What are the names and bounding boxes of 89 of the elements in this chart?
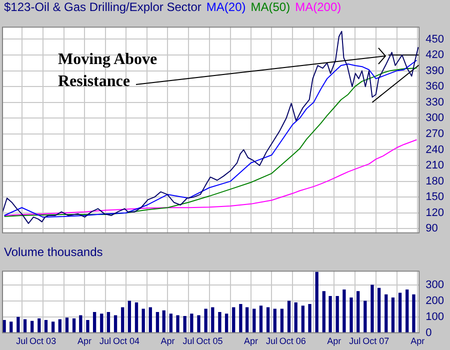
bar [245, 307, 249, 334]
text: MA(200) [295, 0, 342, 14]
bar [23, 319, 27, 334]
bar [162, 310, 166, 334]
bar [301, 306, 305, 334]
x-tick-label: Apr [78, 336, 92, 346]
bar [342, 290, 346, 334]
bar [218, 312, 222, 334]
bar [86, 320, 90, 334]
x-tick-label: Apr [410, 336, 425, 346]
x-tick-label: Jul [266, 336, 278, 346]
bar [266, 307, 270, 334]
bar [204, 308, 208, 334]
chart-title: Volume thousands [4, 245, 103, 259]
bar [100, 314, 104, 334]
bar [79, 315, 82, 334]
bar [16, 316, 20, 334]
x-tick-label: Apr [327, 336, 342, 346]
y-tick-label: 210 [426, 160, 444, 172]
bar [273, 308, 276, 334]
x-tick-label: Apr [244, 336, 258, 346]
bar [232, 307, 236, 334]
y-tick-label: 120 [426, 206, 444, 219]
bar [156, 312, 160, 334]
bar [412, 294, 416, 334]
bar [148, 307, 152, 334]
annotation: Moving Above Resistance [58, 50, 158, 92]
bar [350, 298, 353, 334]
bar [406, 290, 409, 334]
y-tick-label: 300 [426, 279, 444, 292]
bar [315, 272, 318, 334]
bar [211, 307, 214, 334]
y-tick-label: 0 [426, 327, 432, 340]
bar [121, 307, 124, 334]
bar [106, 312, 110, 334]
bar [398, 292, 402, 334]
text: MA(20) [206, 0, 246, 14]
y-tick-label: 90 [426, 222, 438, 235]
bar [224, 314, 228, 334]
bar [239, 304, 242, 334]
y-tick-label: 150 [426, 191, 444, 204]
bar [384, 294, 388, 334]
y-tick-label: 390 [426, 64, 444, 77]
bar [259, 306, 263, 334]
bar [364, 300, 367, 334]
y-tick-label: 420 [426, 49, 444, 62]
bar [58, 319, 62, 334]
y-tick-label: 100 [426, 311, 444, 324]
text: MA(50) [250, 0, 290, 14]
bar [308, 304, 312, 334]
bar [391, 298, 395, 334]
bar [114, 315, 118, 334]
y-tick-label: 450 [426, 33, 444, 46]
y-tick-label: 270 [426, 128, 444, 140]
x-tick-label: Jul [16, 336, 28, 346]
bar [336, 296, 339, 334]
bar [92, 312, 96, 334]
y-tick-label: 300 [426, 112, 444, 124]
bar [356, 291, 360, 334]
bar [322, 291, 326, 334]
bar [190, 314, 194, 334]
bar [294, 302, 298, 334]
bar [328, 296, 332, 334]
chart-title: $123-Oil & Gas Drilling/Explor Sector [4, 0, 202, 14]
bar [280, 308, 284, 334]
bar [287, 300, 291, 334]
bar [370, 284, 374, 334]
x-tick-label: Jul [100, 336, 112, 346]
x-tick-label: Jul [182, 336, 194, 346]
y-tick-label: 360 [426, 80, 444, 93]
x-tick-label: Oct 07 [362, 336, 390, 346]
x-tick-label: Oct 05 [196, 336, 223, 346]
x-tick-label: Oct 03 [30, 336, 56, 346]
x-tick-label: Apr [160, 336, 175, 346]
x-tick-label: Jul [349, 336, 361, 346]
bar [128, 300, 132, 334]
bar [377, 288, 381, 334]
bar [252, 308, 256, 334]
bar [197, 315, 200, 334]
y-tick-label: 330 [426, 96, 444, 108]
y-tick-label: 180 [426, 175, 444, 188]
bar [134, 302, 138, 334]
x-tick-label: Oct 04 [112, 336, 140, 346]
bar [176, 315, 180, 334]
bar [169, 314, 173, 334]
bar [142, 308, 145, 334]
y-tick-label: 240 [426, 144, 444, 156]
y-tick-label: 200 [426, 295, 444, 308]
x-tick-label: Oct 06 [279, 336, 306, 346]
